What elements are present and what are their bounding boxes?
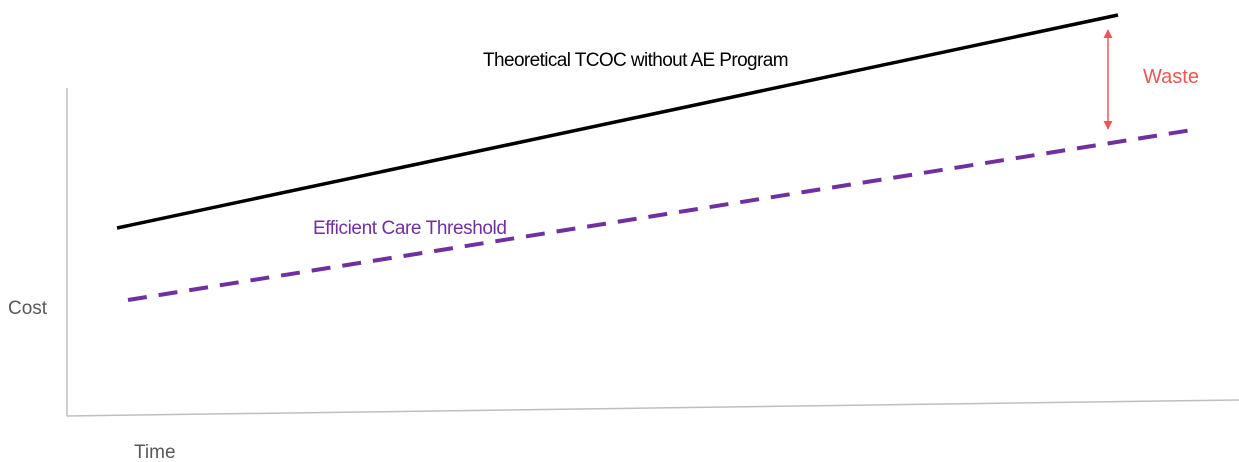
waste-label: Waste: [1143, 66, 1199, 88]
tcoc-line: [116, 13, 1119, 230]
x-axis-label: Time: [134, 442, 176, 462]
efficient-care-threshold-line: [127, 128, 1193, 302]
efficient-care-threshold-label: Efficient Care Threshold: [313, 218, 507, 239]
tcoc-line-label: Theoretical TCOC without AE Program: [483, 50, 788, 71]
y-axis-label: Cost: [8, 298, 48, 319]
x-axis: [66, 399, 1239, 417]
